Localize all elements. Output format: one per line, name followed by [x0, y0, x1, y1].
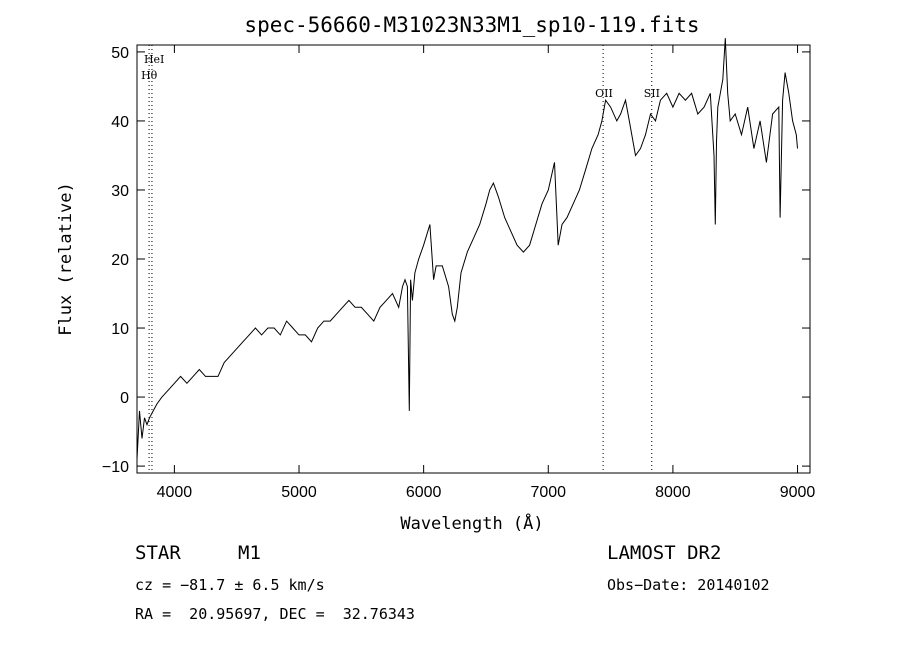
spectrum-line: [136, 38, 798, 460]
y-tick-label: 40: [111, 114, 129, 131]
y-axis-label: Flux (relative): [56, 182, 76, 336]
y-tick-label: 0: [120, 390, 129, 407]
y-tick-label: −10: [102, 459, 129, 476]
plot-frame: [136, 44, 811, 474]
x-tick-label: 4000: [157, 484, 193, 501]
annotation-label: Hθ: [141, 69, 158, 82]
annotation-label: OII: [595, 87, 613, 100]
x-tick-label: 7000: [530, 484, 566, 501]
annotation-label: SII: [644, 87, 660, 100]
x-tick-label: 5000: [281, 484, 317, 501]
y-axis: −10 0 10 20 30 40 50: [102, 45, 810, 476]
y-tick-label: 50: [111, 45, 129, 62]
x-axis-label: Wavelength (Å): [400, 512, 543, 534]
x-tick-label: 6000: [406, 484, 442, 501]
y-tick-label: 10: [111, 321, 129, 338]
object-class: STAR: [135, 542, 181, 564]
ra-dec-coords: RA = 20.95697, DEC = 32.76343: [135, 605, 415, 623]
x-tick-label: 8000: [655, 484, 691, 501]
line-annotations: HeI Hθ OII SII: [141, 45, 660, 473]
annotation-label: HeI: [144, 53, 164, 66]
y-tick-label: 30: [111, 183, 129, 200]
redshift-cz: cz = −81.7 ± 6.5 km/s: [135, 576, 325, 594]
y-tick-label: 20: [111, 252, 129, 269]
chart-title: spec-56660-M31023N33M1_sp10-119.fits: [244, 13, 699, 37]
object-subclass: M1: [238, 542, 261, 564]
x-tick-label: 9000: [780, 484, 816, 501]
x-axis: 4000 5000 6000 7000 8000 9000: [157, 45, 816, 501]
survey-name: LAMOST DR2: [607, 542, 722, 564]
observation-date: Obs−Date: 20140102: [607, 576, 770, 594]
